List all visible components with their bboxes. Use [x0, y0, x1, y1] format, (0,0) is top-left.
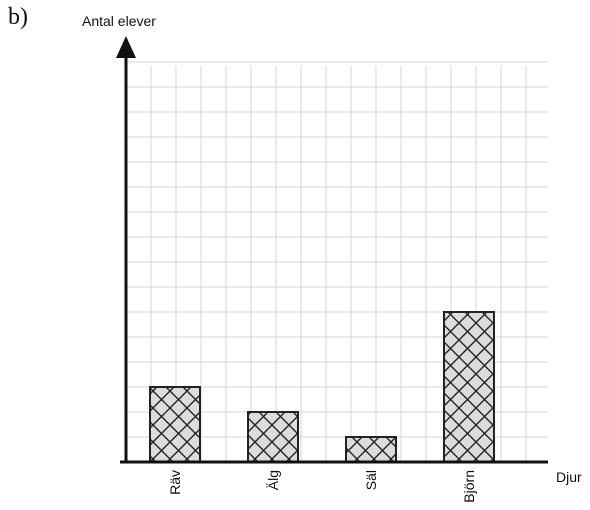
chart-axes: [116, 36, 548, 464]
bar-hatch: [443, 311, 495, 463]
y-axis-arrow: [116, 36, 136, 58]
bar: [443, 311, 495, 463]
bar: [149, 386, 201, 463]
x-tick-label: Säl: [363, 470, 379, 490]
x-tick-label: Räv: [167, 470, 183, 495]
x-tick-label: Älg: [265, 470, 281, 490]
chart-grid: [126, 61, 548, 462]
y-axis-label: Antal elever: [82, 13, 156, 29]
x-axis-label: Djur: [556, 469, 582, 485]
bar-hatch: [247, 411, 299, 463]
bar: [247, 411, 299, 463]
figure-label: b): [8, 4, 28, 30]
x-tick-label: Björn: [461, 470, 477, 503]
bar-hatch: [345, 436, 397, 463]
bar: [345, 436, 397, 463]
chart-labels: Räv Älg Säl Björn Antal elever Djur: [82, 13, 582, 503]
chart-bars: [149, 311, 495, 463]
bar-hatch: [149, 386, 201, 463]
